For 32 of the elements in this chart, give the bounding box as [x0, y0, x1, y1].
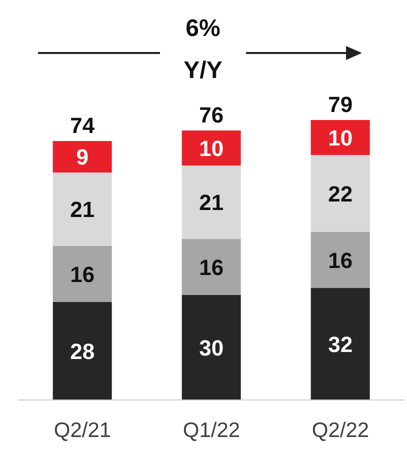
- data-label: 21: [70, 197, 95, 222]
- bar: [182, 239, 241, 295]
- bar: [182, 295, 241, 400]
- data-label: 10: [199, 136, 224, 161]
- data-label: 28: [70, 338, 95, 364]
- bar: [310, 288, 370, 400]
- data-label: 32: [328, 332, 353, 357]
- data-label: 22: [328, 181, 353, 206]
- total-label: 76: [199, 102, 224, 128]
- x-tick-label: Q2/21: [54, 418, 112, 442]
- data-label: 21: [199, 190, 224, 216]
- bar: [182, 166, 241, 239]
- data-label: 10: [328, 125, 353, 150]
- text: 6%: [186, 15, 220, 42]
- data-label: 16: [70, 262, 95, 287]
- bar: [52, 246, 112, 302]
- bar: [310, 155, 370, 232]
- data-label: 16: [199, 254, 224, 280]
- bar: [310, 232, 370, 288]
- bar: [182, 130, 241, 166]
- bar: [52, 141, 112, 172]
- data-label: 30: [199, 335, 224, 360]
- bar: [52, 302, 112, 400]
- x-tick-label: Q2/22: [312, 418, 370, 442]
- text: Y/Y: [184, 57, 222, 84]
- data-label: 9: [76, 144, 88, 170]
- bar: [52, 172, 112, 246]
- bar: [310, 120, 370, 155]
- data-label: 16: [328, 248, 353, 273]
- total-label: 74: [70, 113, 96, 138]
- x-tick-label: Q1/22: [182, 418, 240, 442]
- total-label: 79: [328, 92, 353, 117]
